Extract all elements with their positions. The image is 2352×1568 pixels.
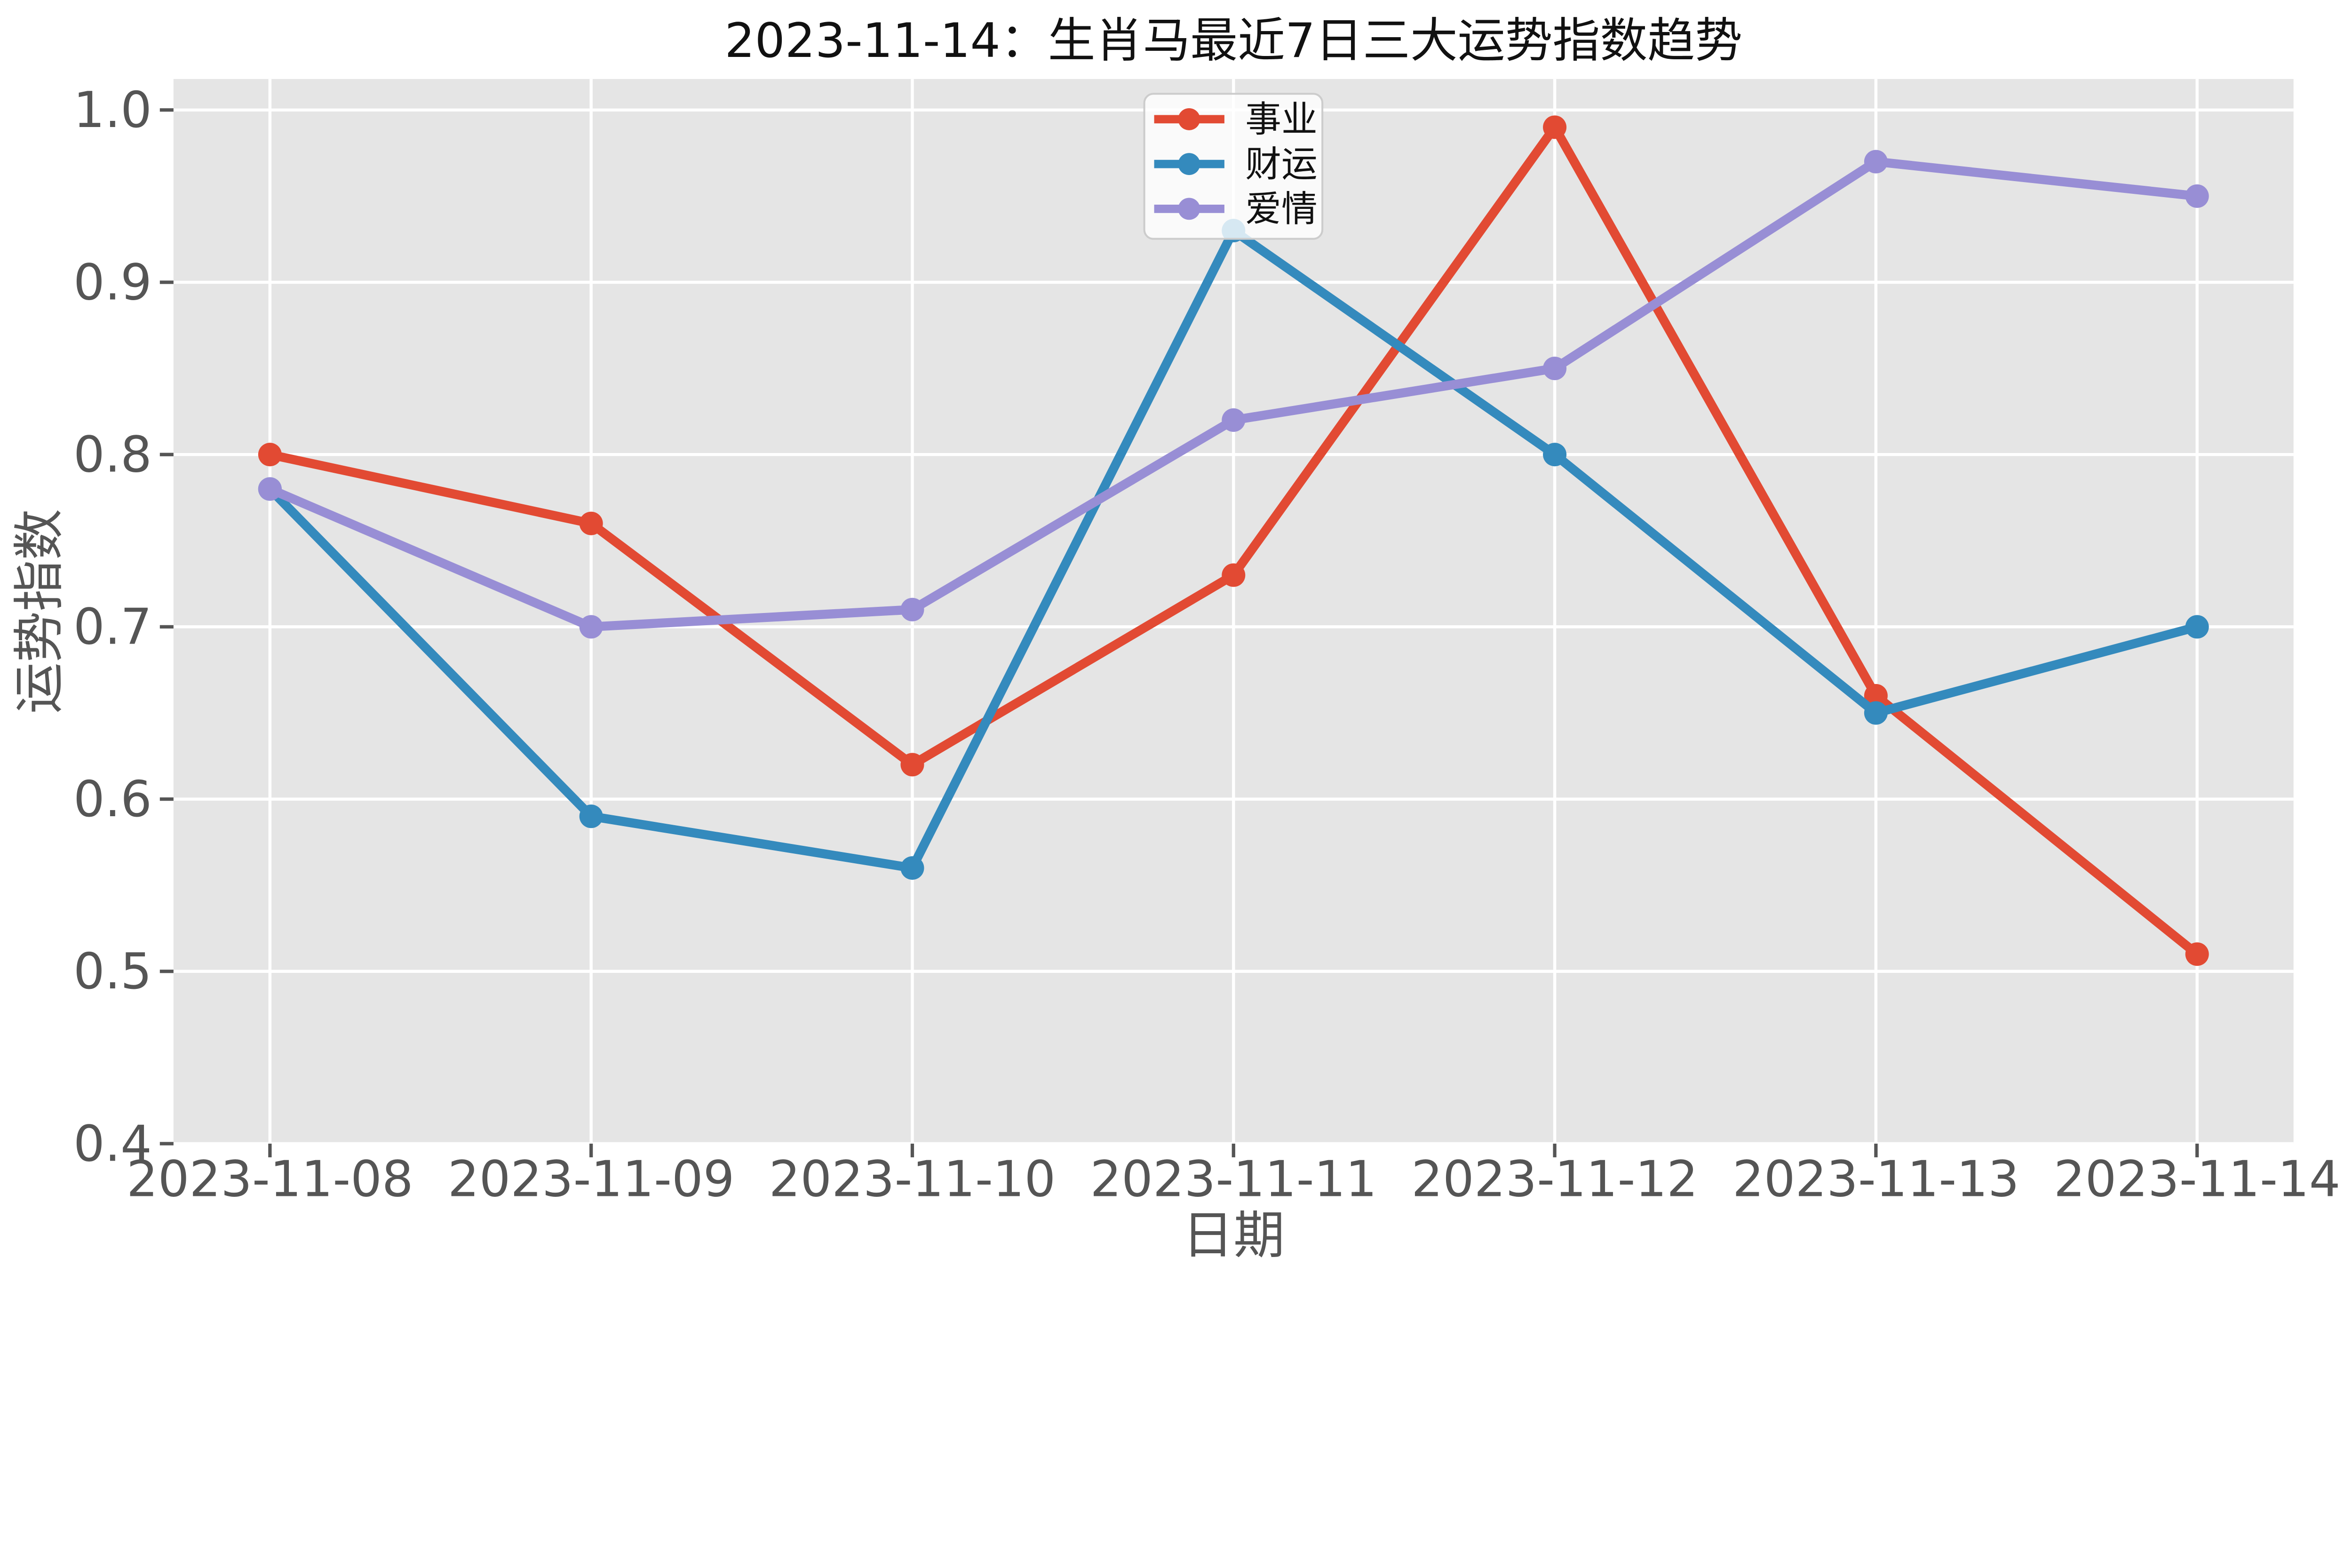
y-axis-label: 运势指数 bbox=[9, 509, 69, 714]
love-point bbox=[2185, 184, 2209, 208]
x-tick-label: 2023-11-11 bbox=[1090, 1150, 1377, 1208]
y-tick-label: 0.4 bbox=[73, 1115, 152, 1172]
legend-marker-wealth bbox=[1178, 153, 1200, 175]
x-tick-label: 2023-11-09 bbox=[448, 1150, 735, 1208]
love-point bbox=[258, 477, 282, 501]
wealth-point bbox=[1864, 701, 1888, 725]
x-tick-label: 2023-11-12 bbox=[1411, 1150, 1698, 1208]
y-tick-label: 0.5 bbox=[73, 943, 152, 1000]
love-point bbox=[579, 615, 603, 639]
legend-item-career: 事业 bbox=[1154, 99, 1318, 141]
x-axis-label: 日期 bbox=[1182, 1205, 1285, 1265]
career-point bbox=[2185, 942, 2209, 966]
x-tick-label: 2023-11-13 bbox=[1732, 1150, 2019, 1208]
wealth-point bbox=[1543, 443, 1567, 467]
wealth-point bbox=[900, 856, 924, 880]
love-series bbox=[258, 150, 2209, 639]
y-tick-label: 0.9 bbox=[73, 254, 152, 311]
legend-label-love: 爱情 bbox=[1245, 189, 1317, 231]
x-tick-label: 2023-11-08 bbox=[127, 1150, 413, 1208]
love-point bbox=[900, 597, 924, 621]
y-tick-label: 0.7 bbox=[73, 598, 152, 656]
love-point bbox=[1222, 408, 1246, 432]
legend-item-love: 爱情 bbox=[1154, 189, 1318, 231]
career-series bbox=[258, 115, 2209, 966]
legend-label-career: 事业 bbox=[1245, 99, 1317, 141]
career-point bbox=[900, 753, 924, 777]
wealth-point bbox=[579, 804, 603, 828]
love-point bbox=[1543, 357, 1567, 381]
y-tick-label: 1.0 bbox=[73, 81, 152, 139]
axis-ticks bbox=[159, 108, 2199, 1158]
legend-marker-love bbox=[1178, 198, 1200, 220]
y-tick-label: 0.8 bbox=[73, 426, 152, 484]
y-tick-label: 0.6 bbox=[73, 771, 152, 828]
career-point bbox=[258, 443, 282, 467]
love-point bbox=[1864, 150, 1888, 174]
career-point bbox=[579, 511, 603, 535]
career-point bbox=[1864, 684, 1888, 708]
x-tick-label: 2023-11-14 bbox=[2054, 1150, 2341, 1208]
career-point bbox=[1222, 563, 1246, 587]
y-tick-labels: 0.4 0.5 0.6 0.7 0.8 0.9 1.0 bbox=[73, 81, 152, 1172]
chart-title: 2023-11-14：生肖马最近7日三大运势指数趋势 bbox=[725, 13, 1743, 68]
fortune-trend-chart: 2023-11-08 2023-11-09 2023-11-10 2023-11-11… bbox=[9, 13, 2341, 1266]
x-tick-label: 2023-11-10 bbox=[769, 1150, 1056, 1208]
wealth-point bbox=[2185, 615, 2209, 639]
career-point bbox=[1543, 115, 1567, 139]
legend-marker-career bbox=[1178, 108, 1200, 130]
figure: 2023-11-08 2023-11-09 2023-11-10 2023-11-11… bbox=[9, 13, 2341, 1266]
legend-label-wealth: 财运 bbox=[1245, 143, 1317, 185]
x-tick-labels: 2023-11-08 2023-11-09 2023-11-10 2023-11-11… bbox=[127, 1150, 2341, 1208]
legend-item-wealth: 财运 bbox=[1154, 143, 1318, 185]
